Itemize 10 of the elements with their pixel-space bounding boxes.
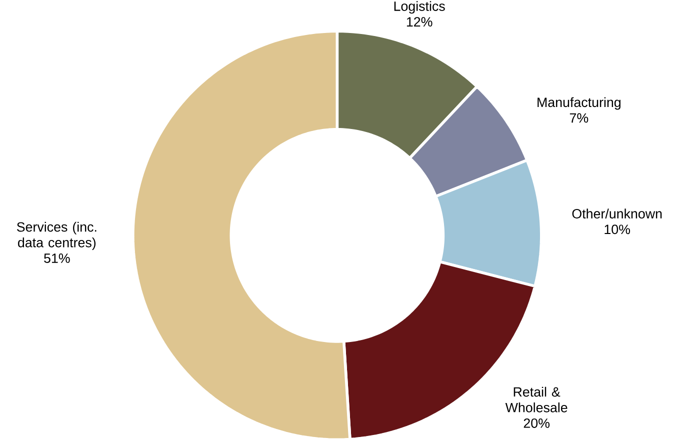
data-label: 10% (604, 224, 630, 234)
slice-label: Services (inc. data centres) (16, 222, 96, 250)
slice-label: Logistics (394, 1, 445, 14)
data-label: 51% (44, 254, 70, 263)
data-label: 7% (570, 113, 588, 123)
data-label: 12% (406, 17, 432, 27)
slice-label: Retail & Wholesale (505, 386, 568, 412)
data-label: 20% (524, 418, 550, 428)
slice-label: Manufacturing (538, 97, 620, 110)
slice-label: Other/unknown (572, 208, 662, 218)
